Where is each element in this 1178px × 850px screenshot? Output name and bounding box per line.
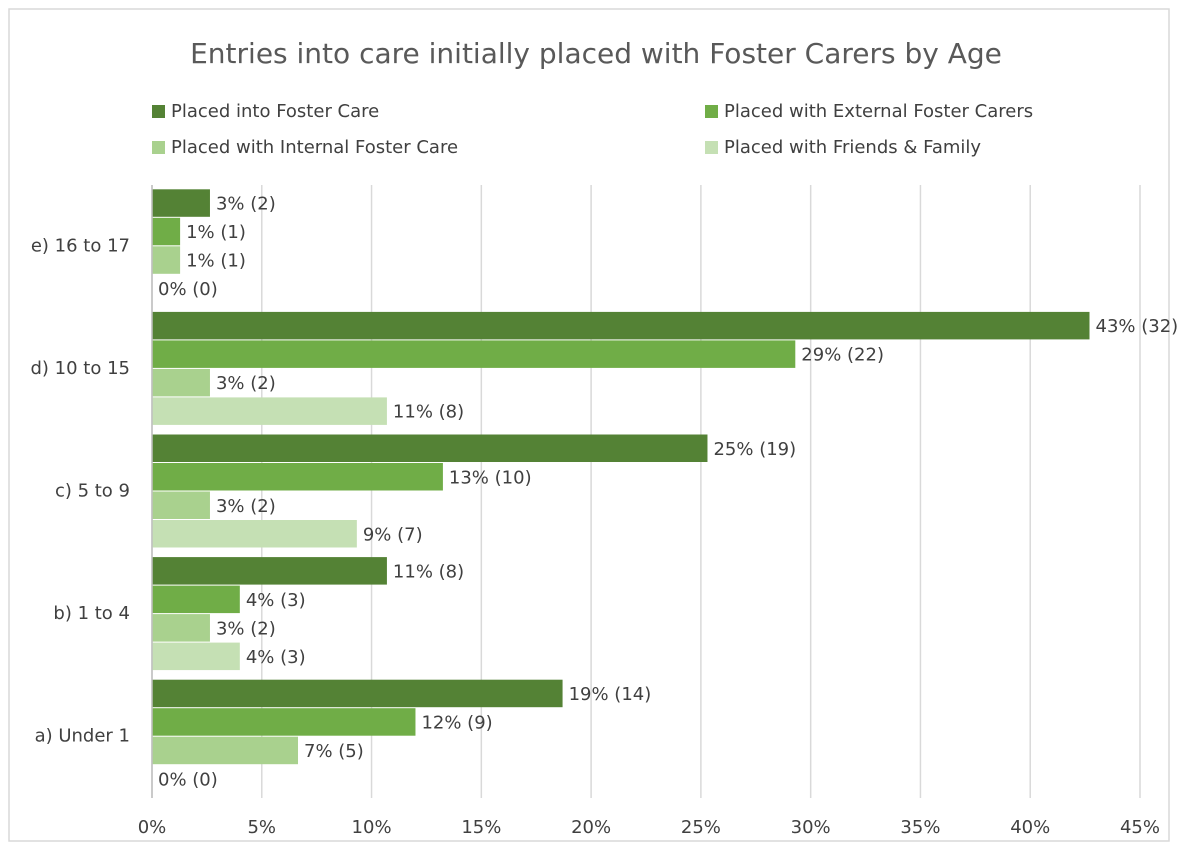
data-label: 1% (1) <box>186 251 246 272</box>
bar <box>152 491 210 519</box>
bar <box>152 708 416 736</box>
legend-swatch <box>152 105 165 118</box>
data-label: 29% (22) <box>801 345 884 366</box>
bar <box>152 463 443 491</box>
data-label: 12% (9) <box>421 712 492 733</box>
data-label: 7% (5) <box>304 741 364 762</box>
chart-title: Entries into care initially placed with … <box>190 37 1002 70</box>
bar <box>152 557 387 585</box>
bar <box>152 520 357 548</box>
data-label: 3% (2) <box>216 373 276 394</box>
y-tick-label: a) Under 1 <box>35 726 130 747</box>
data-label: 3% (2) <box>216 194 276 215</box>
legend-swatch <box>705 141 718 154</box>
x-tick-label: 30% <box>791 817 831 838</box>
x-tick-label: 5% <box>247 817 276 838</box>
bar <box>152 434 708 462</box>
data-label: 19% (14) <box>569 684 652 705</box>
legend-label: Placed with External Foster Carers <box>724 101 1033 122</box>
bar <box>152 246 181 274</box>
bar <box>152 736 299 765</box>
bar <box>152 585 240 614</box>
bar <box>152 679 563 708</box>
data-label: 3% (2) <box>216 618 276 639</box>
bar <box>152 217 181 246</box>
y-tick-label: e) 16 to 17 <box>31 235 130 256</box>
data-label: 11% (8) <box>393 561 464 582</box>
data-label: 0% (0) <box>158 279 218 300</box>
data-label: 25% (19) <box>713 439 796 460</box>
legend-label: Placed with Internal Foster Care <box>171 137 458 158</box>
bar <box>152 642 240 671</box>
bar <box>152 614 210 642</box>
x-tick-label: 20% <box>571 817 611 838</box>
y-tick-label: d) 10 to 15 <box>31 358 131 379</box>
bar <box>152 340 796 368</box>
x-tick-label: 45% <box>1120 817 1160 838</box>
data-label: 4% (3) <box>246 647 306 668</box>
bar <box>152 397 387 425</box>
y-tick-label: b) 1 to 4 <box>53 603 130 624</box>
bar <box>152 311 1090 340</box>
data-label: 0% (0) <box>158 769 218 790</box>
data-label: 3% (2) <box>216 496 276 517</box>
x-tick-label: 35% <box>900 817 940 838</box>
data-label: 1% (1) <box>186 222 246 243</box>
legend-label: Placed with Friends & Family <box>724 137 981 158</box>
x-tick-label: 0% <box>138 817 167 838</box>
bar <box>152 368 210 397</box>
data-label: 13% (10) <box>449 467 532 488</box>
data-label: 11% (8) <box>393 402 464 423</box>
x-tick-label: 15% <box>461 817 501 838</box>
legend-label: Placed into Foster Care <box>171 101 379 122</box>
x-tick-label: 40% <box>1010 817 1050 838</box>
legend-swatch <box>705 105 718 118</box>
y-tick-label: c) 5 to 9 <box>55 481 130 502</box>
legend-swatch <box>152 141 165 154</box>
x-tick-label: 25% <box>681 817 721 838</box>
data-label: 9% (7) <box>363 524 423 545</box>
data-label: 4% (3) <box>246 590 306 611</box>
bar <box>152 189 210 217</box>
x-tick-label: 10% <box>352 817 392 838</box>
data-label: 43% (32) <box>1096 316 1178 337</box>
